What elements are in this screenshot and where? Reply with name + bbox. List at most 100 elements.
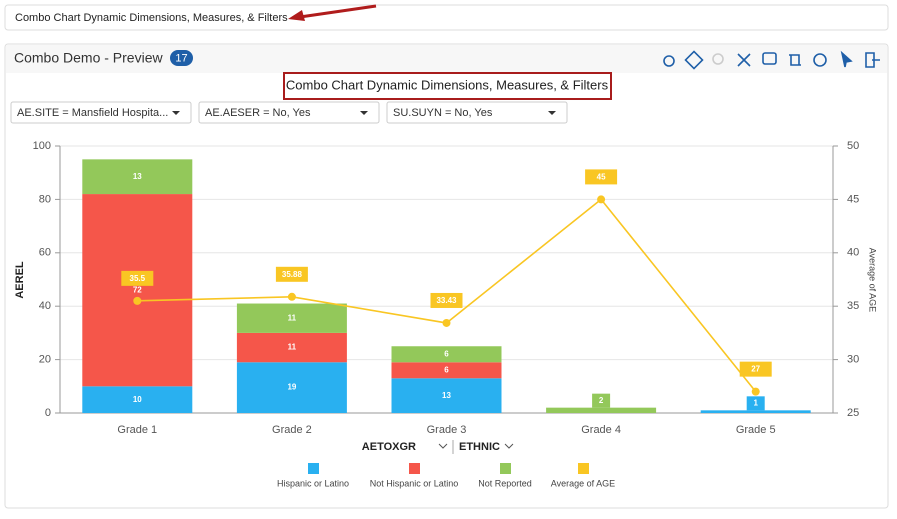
y-tick-label: 40 xyxy=(39,300,51,312)
line-point xyxy=(287,292,296,301)
data-label: 45 xyxy=(597,173,606,182)
data-label: 19 xyxy=(287,383,296,392)
y2-tick-label: 35 xyxy=(847,300,859,312)
search-box[interactable] xyxy=(4,4,889,31)
x-tick-label: Grade 3 xyxy=(427,424,467,436)
panel-header xyxy=(6,45,887,73)
bar-segment xyxy=(82,386,193,413)
x-tick-label: Grade 1 xyxy=(117,424,157,436)
filter-text: AE.AESER = No, Yes xyxy=(205,107,311,119)
bar-segment xyxy=(236,362,347,413)
caret xyxy=(504,443,514,449)
y-tick-label: 100 xyxy=(33,140,51,152)
filter-dropdown[interactable] xyxy=(386,101,568,124)
filter-dropdown[interactable] xyxy=(198,101,380,124)
x-tick-label: Grade 4 xyxy=(581,424,621,436)
y2-tick-label: 45 xyxy=(847,193,859,205)
legend-swatch[interactable] xyxy=(409,463,420,474)
line-point xyxy=(133,296,142,305)
y2-tick-label: 30 xyxy=(847,354,859,366)
y-axis-label: AEREL xyxy=(14,261,26,299)
y-tick-label: 60 xyxy=(39,247,51,259)
arrow-head xyxy=(288,10,305,21)
dropdown-caret xyxy=(172,111,180,115)
data-label: 6 xyxy=(444,349,449,358)
data-label: 10 xyxy=(133,395,142,404)
data-label: 72 xyxy=(133,285,142,294)
legend-label[interactable]: Not Reported xyxy=(478,478,532,488)
data-label-box xyxy=(585,169,618,185)
panel-title: Combo Demo - Preview xyxy=(14,50,163,66)
legend-swatch[interactable] xyxy=(500,463,511,474)
x-tick-label: Grade 5 xyxy=(736,424,776,436)
bar-segment xyxy=(391,346,502,363)
data-label: 6 xyxy=(444,365,449,374)
legend-label[interactable]: Not Hispanic or Latino xyxy=(370,478,459,488)
icon[interactable] xyxy=(762,52,777,65)
data-label: 13 xyxy=(133,172,142,181)
data-label: 1 xyxy=(753,398,758,407)
badge-text: 17 xyxy=(175,52,187,64)
bar-segment xyxy=(82,194,193,387)
bar-segment xyxy=(236,303,347,333)
data-label-box xyxy=(739,361,772,377)
badge xyxy=(170,50,193,66)
legend-label[interactable]: Average of AGE xyxy=(551,478,615,488)
data-label-box xyxy=(275,266,308,282)
y-tick-label: 0 xyxy=(45,407,51,419)
line-point xyxy=(442,318,451,327)
line-point xyxy=(597,195,606,204)
data-label: 27 xyxy=(751,365,760,374)
legend-swatch[interactable] xyxy=(308,463,319,474)
data-label-box xyxy=(430,292,463,308)
icon[interactable] xyxy=(813,53,827,67)
chart-title: Combo Chart Dynamic Dimensions, Measures… xyxy=(286,77,609,92)
filter-dropdown[interactable] xyxy=(10,101,192,124)
x-tick-label: Grade 2 xyxy=(272,424,312,436)
y2-tick-label: 25 xyxy=(847,407,859,419)
data-label-box xyxy=(592,393,611,408)
icon[interactable] xyxy=(712,53,724,65)
x-axis-label[interactable]: ETHNIC xyxy=(459,441,500,453)
legend-swatch[interactable] xyxy=(578,463,589,474)
icon[interactable] xyxy=(865,52,880,68)
y2-tick-label: 50 xyxy=(847,140,859,152)
data-label-box xyxy=(121,270,154,286)
dropdown-caret xyxy=(548,111,556,115)
data-label: 33.43 xyxy=(436,296,457,305)
bar-segment xyxy=(391,362,502,379)
line-point xyxy=(751,387,760,396)
data-label: 35.88 xyxy=(282,270,303,279)
y2-tick-label: 40 xyxy=(847,247,859,259)
panel xyxy=(4,43,889,509)
bar-segment xyxy=(82,159,193,195)
caret xyxy=(438,443,448,449)
filter-text: SU.SUYN = No, Yes xyxy=(393,107,493,119)
y-tick-label: 20 xyxy=(39,354,51,366)
icon[interactable] xyxy=(663,55,675,67)
filter-text: AE.SITE = Mansfield Hospita... xyxy=(17,107,168,119)
bar-segment xyxy=(236,332,347,363)
y-tick-label: 80 xyxy=(39,193,51,205)
data-label: 35.5 xyxy=(130,274,146,283)
data-label-box xyxy=(746,396,765,411)
toolbar xyxy=(663,50,880,70)
data-label: 11 xyxy=(288,313,297,322)
dropdown-caret xyxy=(360,111,368,115)
icon[interactable] xyxy=(840,50,853,68)
icon[interactable] xyxy=(684,50,704,70)
bar-segment xyxy=(700,410,811,413)
legend-label[interactable]: Hispanic or Latino xyxy=(277,478,349,488)
bar-segment xyxy=(546,407,657,413)
bar-segment xyxy=(391,378,502,413)
data-label: 11 xyxy=(288,343,297,352)
title-box xyxy=(283,72,612,100)
icon[interactable] xyxy=(737,53,751,67)
y2-axis-label: Average of AGE xyxy=(868,248,878,312)
data-label: 13 xyxy=(442,391,451,400)
x-axis-label[interactable]: AETOXGR xyxy=(362,441,416,453)
icon[interactable] xyxy=(789,54,801,66)
data-label: 2 xyxy=(599,396,604,405)
arrow xyxy=(299,4,377,19)
